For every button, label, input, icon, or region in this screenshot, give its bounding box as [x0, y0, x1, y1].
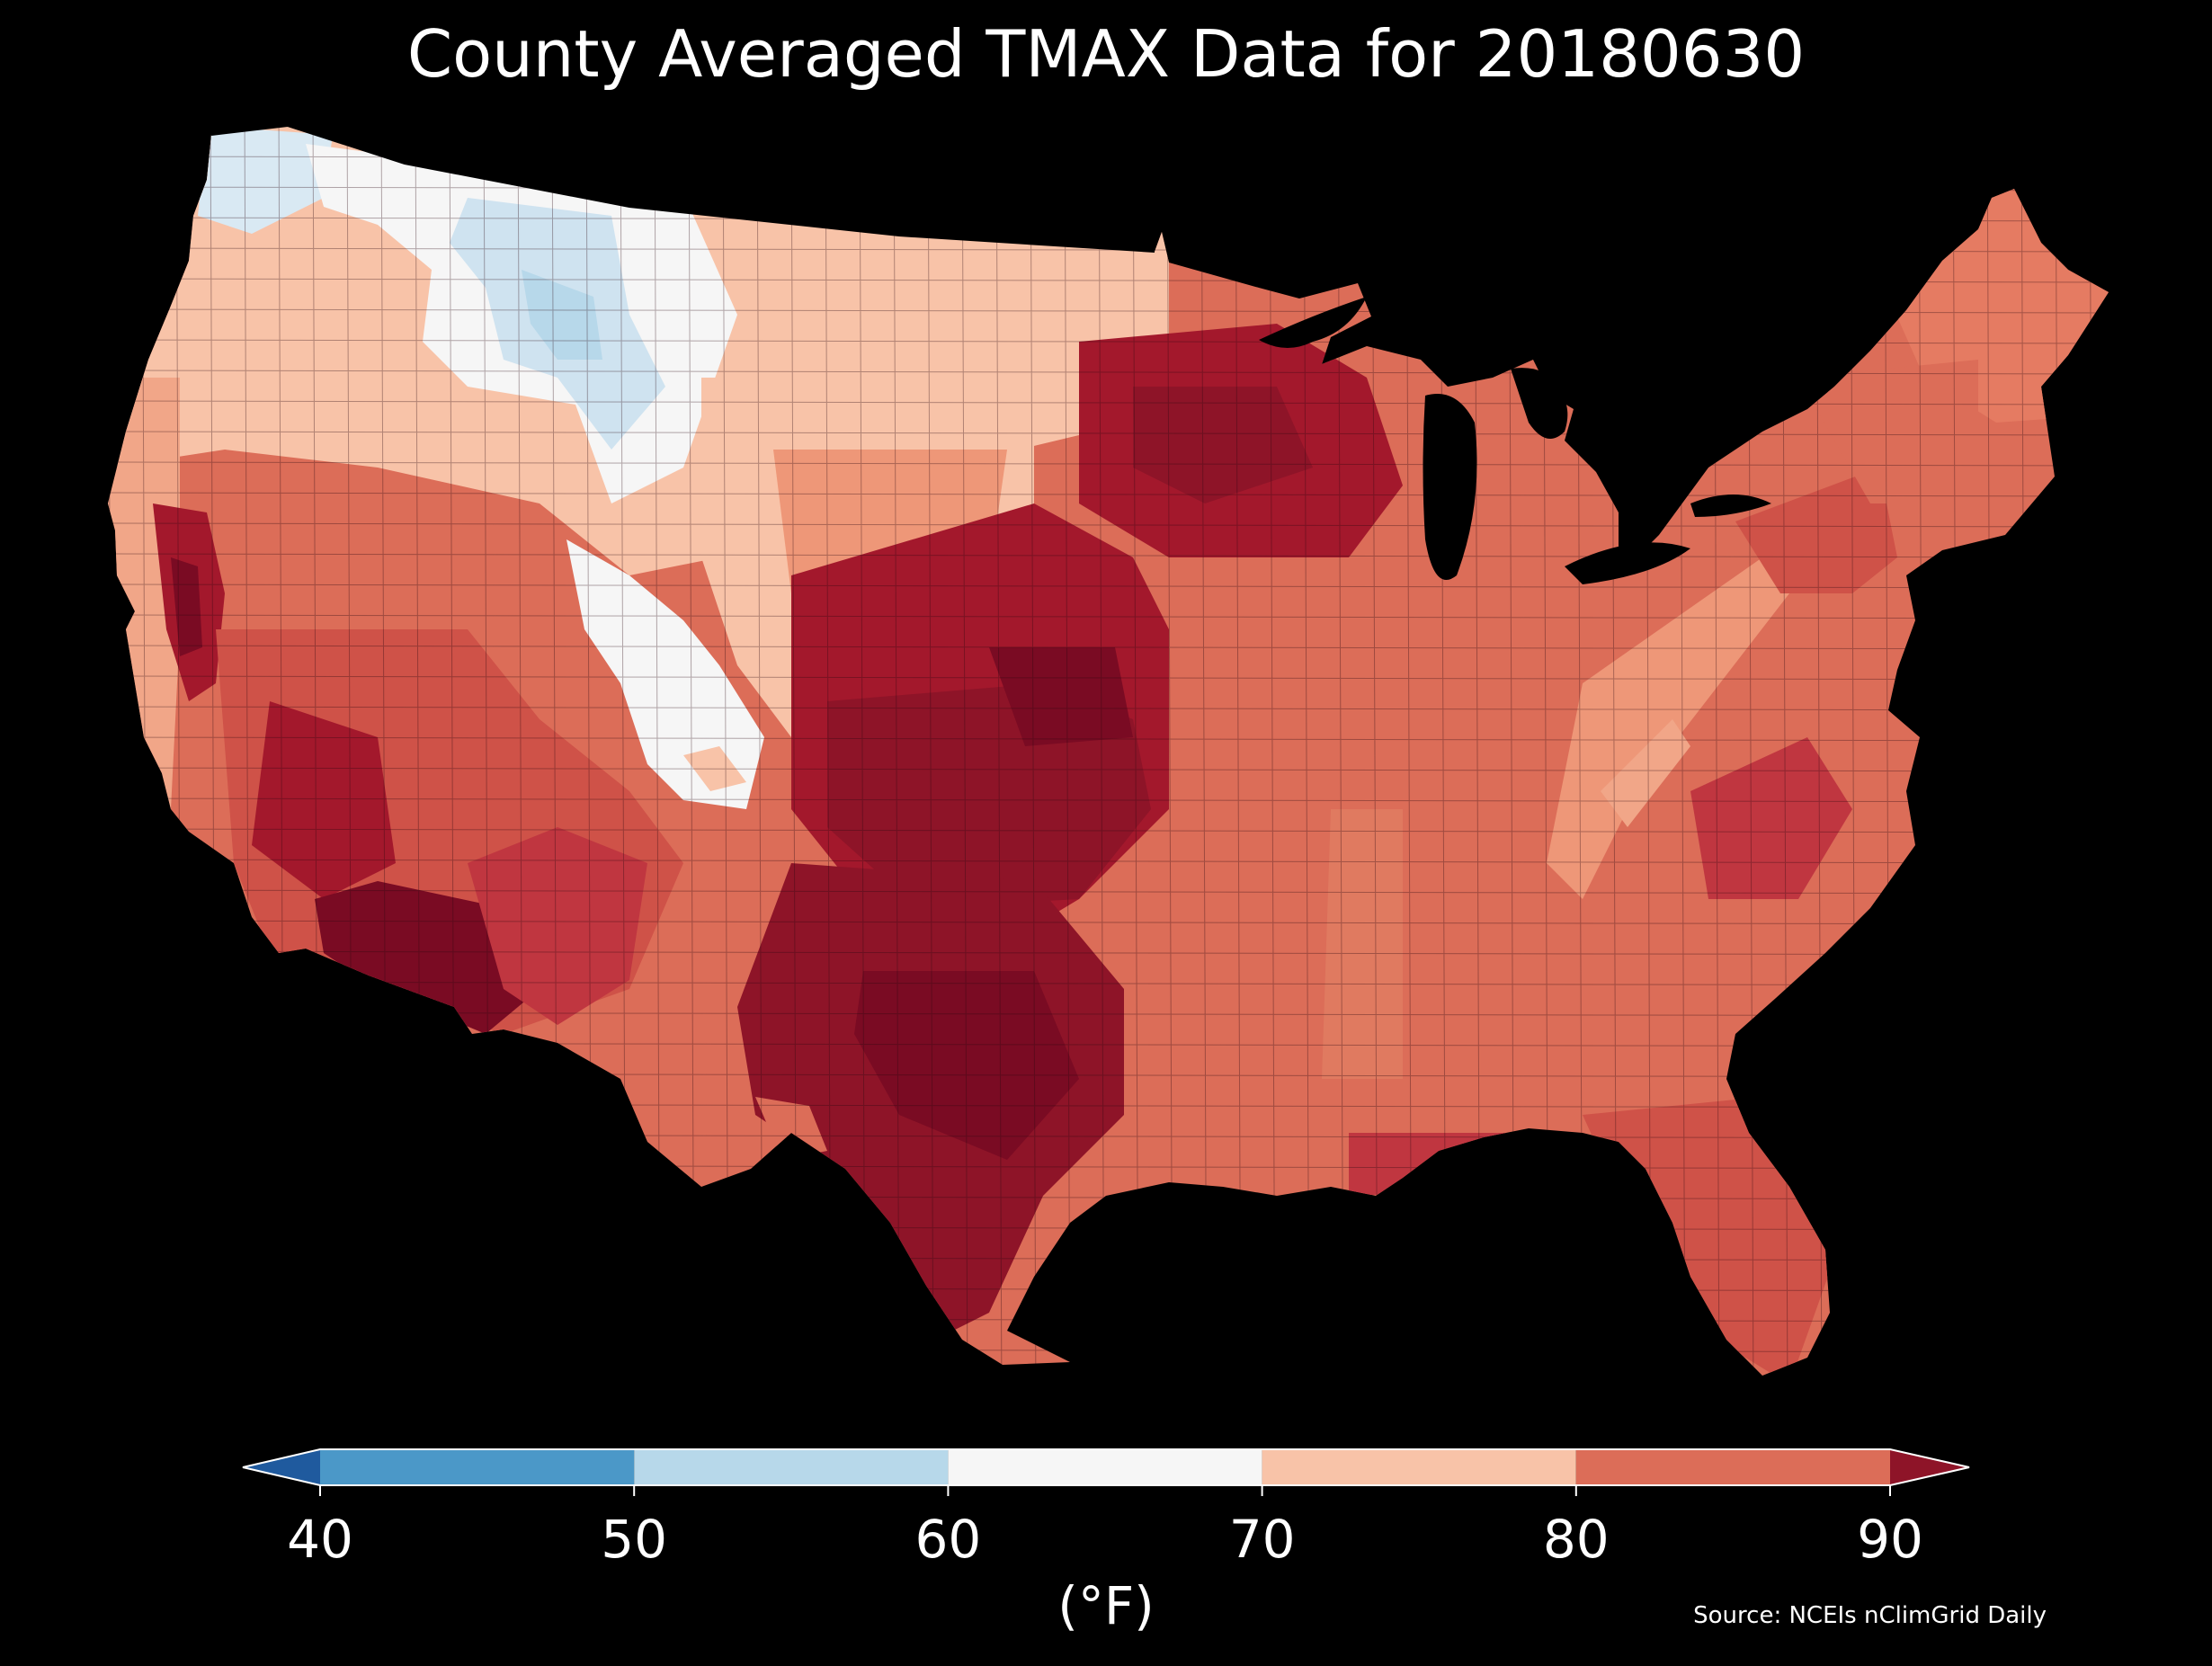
colorbar-tick-label: 70 — [1228, 1509, 1296, 1570]
colorbar-bin — [320, 1449, 635, 1485]
colorbar-tick-label: 40 — [287, 1509, 353, 1570]
colorbar-tick-label: 90 — [1857, 1509, 1923, 1570]
colorbar-bin-above-max — [1890, 1449, 1969, 1485]
map-title: County Averaged TMAX Data for 20180630 — [406, 16, 1806, 92]
colorbar-tick-label: 80 — [1542, 1509, 1610, 1570]
colorbar-bin — [1262, 1449, 1576, 1485]
colorbar-tick-label: 50 — [601, 1509, 668, 1570]
colorbar-tick-label: 60 — [914, 1509, 982, 1570]
colorbar-unit-label: (°F) — [1057, 1575, 1155, 1636]
great-lakes — [1259, 297, 1771, 584]
source-credit: Source: NCEIs nClimGrid Daily — [1693, 1602, 2047, 1629]
colorbar-bin — [1575, 1449, 1890, 1485]
colorbar-bin — [948, 1449, 1262, 1485]
colorbar-bin-below-min — [243, 1449, 320, 1485]
colorbar-bin — [634, 1449, 949, 1485]
